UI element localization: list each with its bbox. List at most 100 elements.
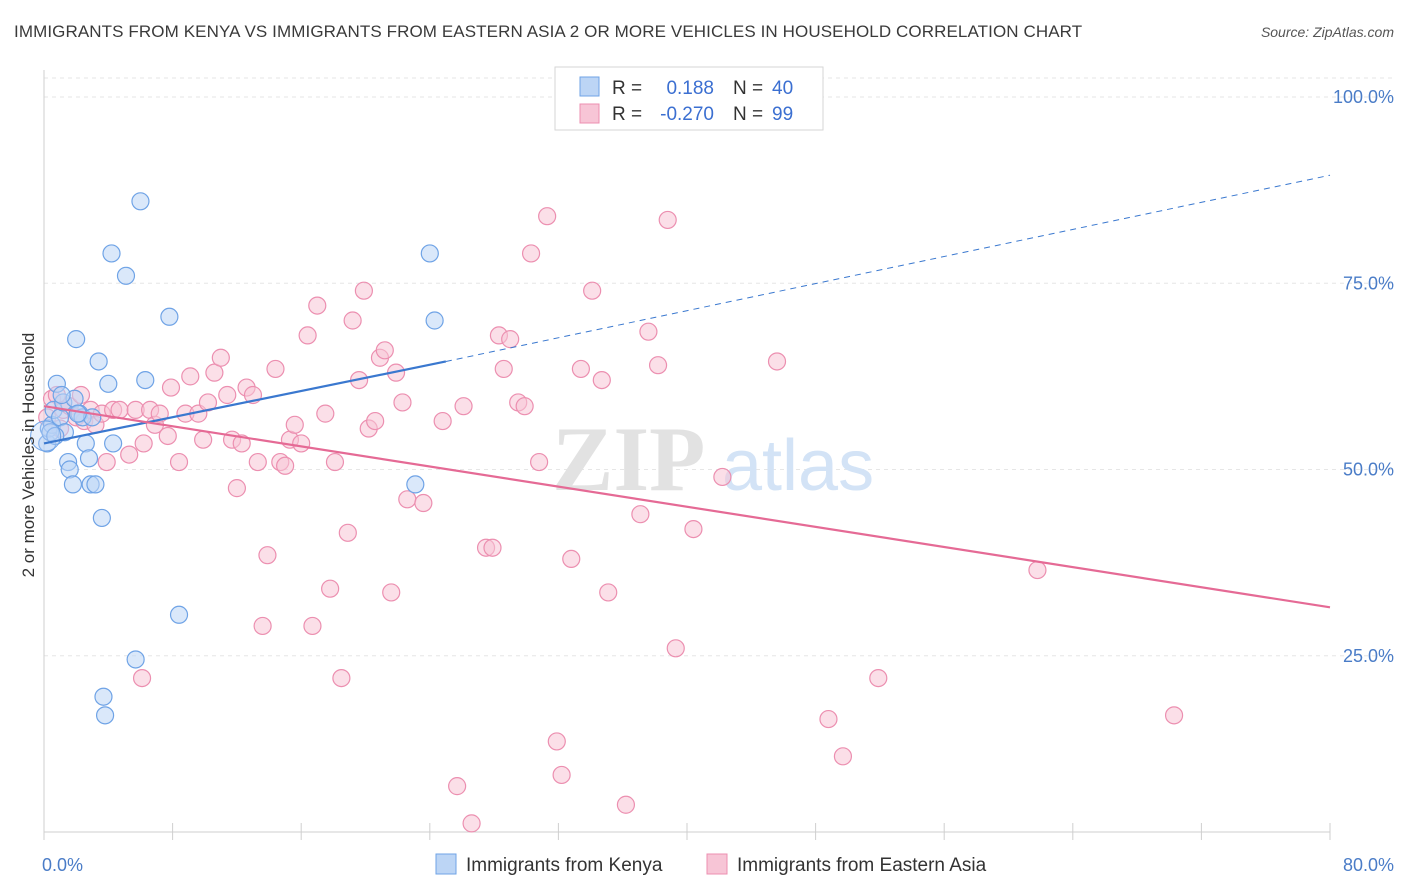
point-eastern-asia — [819, 709, 838, 729]
y-tick-label: 100.0% — [1333, 87, 1394, 107]
point-eastern-asia — [592, 371, 611, 390]
y-tick-label: 25.0% — [1343, 646, 1394, 666]
point-kenya — [102, 244, 121, 263]
y-tick-label: 75.0% — [1343, 273, 1394, 293]
point-eastern-asia — [494, 359, 513, 379]
trend-lines — [43, 174, 1331, 609]
point-eastern-asia — [398, 490, 417, 509]
legend-n-value-1: 40 — [772, 78, 793, 99]
point-eastern-asia — [1164, 706, 1184, 725]
point-eastern-asia — [1028, 560, 1047, 580]
trend-line-kenya-extension — [445, 174, 1331, 362]
y-axis-tick-labels: 25.0% 50.0% 75.0% 100.0% — [1333, 87, 1394, 666]
point-eastern-asia — [433, 411, 452, 431]
watermark: ZIP atlas — [552, 408, 874, 510]
point-eastern-asia — [767, 352, 787, 371]
point-eastern-asia — [552, 765, 571, 785]
point-eastern-asia — [258, 546, 277, 565]
point-eastern-asia — [393, 393, 412, 412]
point-kenya — [94, 687, 113, 706]
point-kenya — [67, 330, 86, 349]
point-kenya — [136, 371, 155, 390]
point-eastern-asia — [227, 479, 246, 498]
point-kenya — [89, 352, 108, 371]
point-eastern-asia — [631, 505, 650, 524]
trend-line-eastern-asia — [43, 405, 1331, 609]
chart-title: IMMIGRANTS FROM KENYA VS IMMIGRANTS FROM… — [14, 22, 1083, 41]
legend-n-label-1: N = — [733, 78, 763, 99]
watermark-zip: ZIP — [552, 408, 705, 510]
point-kenya-cluster — [30, 420, 62, 452]
point-kenya — [52, 385, 71, 405]
series-legend-label-eastern-asia: Immigrants from Eastern Asia — [737, 855, 987, 876]
point-eastern-asia — [515, 397, 534, 416]
point-eastern-asia — [161, 378, 181, 397]
point-eastern-asia — [501, 330, 520, 349]
point-eastern-asia — [414, 493, 433, 513]
y-tick-label: 50.0% — [1343, 460, 1394, 480]
point-eastern-asia — [538, 207, 557, 226]
series-legend-swatch-eastern-asia — [706, 853, 728, 875]
point-eastern-asia — [338, 523, 357, 542]
point-eastern-asia — [666, 639, 685, 658]
point-kenya — [420, 244, 439, 263]
point-kenya — [68, 404, 87, 423]
point-kenya — [116, 266, 136, 285]
point-eastern-asia — [332, 668, 351, 688]
legend-n-label-2: N = — [733, 104, 763, 125]
legend-r-label-1: R = — [612, 78, 642, 99]
legend-r-value-2: -0.270 — [660, 104, 714, 125]
point-eastern-asia — [292, 434, 311, 453]
point-eastern-asia — [684, 519, 703, 539]
point-eastern-asia — [547, 732, 566, 751]
point-eastern-asia — [343, 311, 362, 330]
series-eastern-asia-points — [38, 207, 1184, 833]
x-axis-ticks — [43, 823, 1331, 840]
trend-line-kenya — [43, 360, 447, 445]
point-eastern-asia — [285, 415, 304, 434]
point-eastern-asia — [639, 322, 658, 341]
point-eastern-asia — [169, 452, 189, 472]
point-eastern-asia — [211, 348, 230, 367]
y-axis-label: 2 or more Vehicles in Household — [19, 333, 38, 578]
point-eastern-asia — [308, 296, 327, 315]
point-eastern-asia — [366, 411, 385, 431]
legend-box — [554, 66, 824, 131]
point-eastern-asia — [158, 426, 177, 446]
series-legend-label-kenya: Immigrants from Kenya — [466, 855, 663, 876]
point-eastern-asia — [321, 579, 340, 598]
point-eastern-asia — [571, 359, 591, 379]
x-tick-label-min: 0.0% — [42, 855, 83, 875]
point-kenya — [95, 706, 115, 725]
point-eastern-asia — [521, 244, 541, 263]
point-eastern-asia — [325, 452, 345, 472]
source-label: Source: ZipAtlas.com — [1260, 24, 1394, 40]
point-kenya — [86, 475, 105, 494]
point-kenya — [79, 449, 99, 468]
point-eastern-asia — [248, 452, 267, 472]
point-eastern-asia — [218, 385, 237, 405]
gridlines — [44, 77, 1392, 657]
legend-swatch-kenya — [579, 76, 600, 97]
legend-swatch-eastern-asia — [579, 103, 600, 124]
point-eastern-asia — [869, 668, 888, 688]
point-eastern-asia — [382, 583, 401, 602]
point-eastern-asia — [132, 668, 152, 688]
watermark-atlas: atlas — [722, 426, 874, 506]
point-kenya — [131, 192, 150, 211]
point-eastern-asia — [530, 452, 549, 472]
point-eastern-asia — [562, 549, 581, 569]
x-tick-label-max: 80.0% — [1343, 855, 1394, 875]
point-kenya — [99, 374, 118, 393]
point-eastern-asia — [448, 777, 467, 796]
point-eastern-asia — [713, 467, 732, 487]
point-eastern-asia — [276, 456, 295, 475]
point-eastern-asia — [316, 404, 335, 423]
x-axis-tick-labels: 0.0% 80.0% — [42, 855, 1394, 875]
point-eastern-asia — [648, 356, 668, 375]
point-eastern-asia — [194, 430, 213, 449]
series-legend: Immigrants from Kenya Immigrants from Ea… — [435, 853, 987, 876]
point-eastern-asia — [298, 326, 317, 345]
point-eastern-asia — [354, 281, 373, 300]
